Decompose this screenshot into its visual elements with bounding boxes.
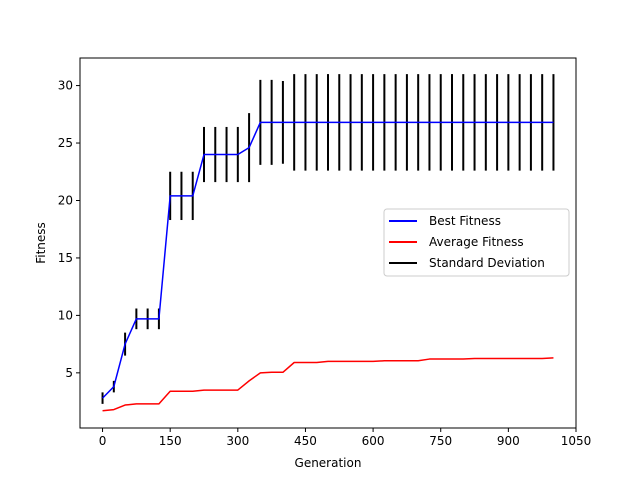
y-tick-label: 25: [58, 136, 73, 150]
x-tick-label: 450: [294, 434, 317, 448]
best-fitness-line: [102, 121, 554, 399]
x-tick-label: 600: [362, 434, 385, 448]
y-tick-label: 5: [65, 366, 73, 380]
legend-entry: Average Fitness: [429, 235, 524, 249]
legend-entry: Standard Deviation: [429, 256, 545, 270]
y-axis: 5 10 15 20 25 30: [58, 79, 80, 380]
y-tick-label: 10: [58, 308, 73, 322]
legend: Best Fitness Average Fitness Standard Devi…: [383, 208, 570, 277]
x-tick-label: 150: [159, 434, 182, 448]
x-tick-label: 300: [226, 434, 249, 448]
y-tick-label: 15: [58, 251, 73, 265]
axes-frame: [79, 57, 577, 429]
plot-area: [101, 74, 555, 412]
x-tick-label: 900: [497, 434, 520, 448]
average-fitness-line: [102, 357, 554, 412]
x-tick-label: 1050: [561, 434, 592, 448]
x-tick-label: 0: [99, 434, 107, 448]
legend-box: [383, 208, 570, 277]
y-tick-label: 20: [58, 193, 73, 207]
legend-entry: Best Fitness: [429, 214, 501, 228]
x-axis-label: Generation: [295, 456, 362, 470]
x-axis: 0 150 300 450 600 750 900 1050: [99, 428, 592, 448]
y-tick-label: 30: [58, 79, 73, 93]
x-tick-label: 750: [429, 434, 452, 448]
y-axis-label: Fitness: [34, 222, 48, 264]
